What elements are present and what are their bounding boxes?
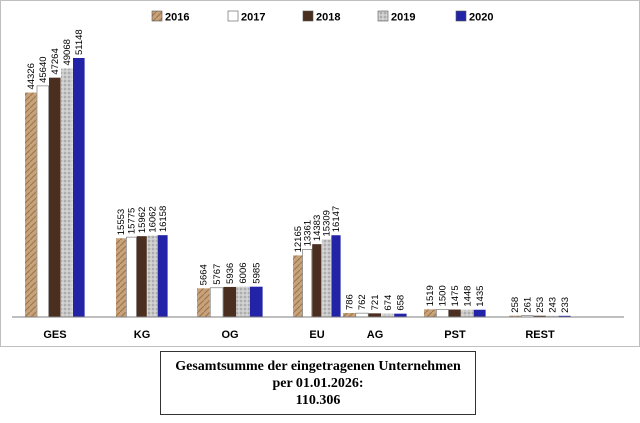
bar-og-2019: [236, 286, 250, 317]
bar-rest-2020: [558, 315, 571, 317]
legend-label-2017: 2017: [241, 12, 265, 24]
legend-swatch-2019: [377, 10, 389, 22]
data-label-pst-2018: 1475: [450, 285, 461, 306]
bar-ag-2019: [381, 313, 394, 317]
bar-ges-2018: [49, 77, 61, 317]
tick-label-ges: GES: [43, 329, 66, 341]
data-label-ges-2018: 47264: [50, 48, 61, 74]
data-label-kg-2017: 15775: [127, 208, 138, 234]
data-label-eu-2020: 16147: [331, 206, 342, 232]
data-label-kg-2020: 16158: [158, 206, 169, 232]
bar-rest-2018: [533, 315, 546, 317]
data-label-eu-2019: 15309: [322, 210, 333, 236]
data-label-rest-2017: 261: [523, 297, 534, 313]
tick-label-og: OG: [221, 329, 238, 341]
data-label-og-2017: 5767: [212, 264, 223, 285]
data-label-rest-2019: 243: [547, 297, 558, 313]
legend-swatch-2018: [302, 10, 314, 22]
bar-og-2016: [197, 288, 210, 317]
bar-kg-2018: [136, 236, 147, 317]
data-label-eu-2016: 12165: [293, 226, 304, 252]
bar-ag-2020: [394, 313, 407, 317]
legend: 2016 2017 2018 2019 2020: [151, 10, 493, 24]
data-label-kg-2016: 15553: [116, 209, 127, 235]
data-label-og-2018: 5936: [225, 263, 236, 284]
data-label-ag-2019: 674: [383, 295, 394, 311]
bar-ag-2018: [368, 313, 381, 317]
legend-swatch-2016: [151, 10, 163, 22]
data-label-pst-2019: 1448: [462, 286, 473, 307]
data-label-rest-2018: 253: [535, 297, 546, 313]
tick-label-kg: KG: [134, 329, 151, 341]
data-label-eu-2017: 13361: [302, 220, 313, 246]
bars: [25, 58, 571, 318]
data-label-pst-2017: 1500: [438, 285, 449, 306]
bar-kg-2017: [126, 236, 137, 318]
bar-pst-2019: [461, 309, 474, 317]
legend-label-2019: 2019: [391, 12, 415, 24]
data-label-ges-2017: 45640: [38, 56, 49, 82]
bar-pst-2018: [448, 309, 461, 317]
bar-eu-2017: [302, 249, 313, 318]
data-label-ges-2016: 44326: [26, 63, 37, 89]
data-label-ges-2020: 51148: [74, 29, 85, 55]
bar-eu-2018: [312, 244, 322, 317]
data-label-ag-2016: 786: [344, 294, 355, 310]
bar-og-2018: [223, 286, 237, 317]
summary-total: 110.306: [295, 393, 341, 408]
bar-ges-2016: [25, 92, 37, 317]
bar-ges-2017: [36, 85, 49, 318]
bar-pst-2017: [436, 309, 449, 318]
bar-pst-2016: [424, 309, 436, 317]
data-label-pst-2016: 1519: [425, 285, 436, 306]
data-label-rest-2020: 233: [560, 297, 571, 313]
summary-box: Gesamtsumme der eingetragenen Unternehme…: [160, 351, 476, 415]
bar-rest-2019: [546, 315, 559, 317]
tick-label-eu: EU: [309, 329, 324, 341]
summary-date: per 01.01.2026:: [272, 376, 364, 391]
bar-ges-2020: [73, 58, 85, 317]
data-label-ag-2017: 762: [357, 294, 368, 310]
data-label-ag-2018: 721: [370, 294, 381, 310]
tick-label-ag: AG: [367, 329, 384, 341]
data-label-kg-2018: 15962: [137, 207, 148, 233]
bar-og-2017: [209, 287, 224, 318]
bar-ges-2019: [61, 68, 73, 317]
tick-label-rest: REST: [525, 329, 555, 341]
data-labels: 44326 45640 47264 49068 51148 15553 15775 15962…: [26, 29, 571, 313]
legend-swatch-2017: [227, 10, 239, 22]
legend-label-2018: 2018: [316, 12, 340, 24]
legend-label-2016: 2016: [165, 12, 189, 24]
bar-eu-2016: [293, 255, 303, 317]
bar-ag-2016: [343, 313, 356, 317]
bar-kg-2020: [157, 235, 168, 317]
data-label-og-2019: 6006: [238, 262, 249, 283]
bar-kg-2019: [147, 235, 158, 317]
data-label-rest-2016: 258: [510, 297, 521, 313]
legend-swatch-2020: [455, 10, 467, 22]
bar-eu-2019: [321, 239, 331, 317]
bar-rest-2016: [509, 315, 521, 317]
data-label-ges-2019: 49068: [62, 39, 73, 65]
tick-label-pst: PST: [444, 329, 466, 341]
bar-eu-2020: [331, 235, 341, 317]
summary-title: Gesamtsumme der eingetragenen Unternehme…: [175, 359, 461, 374]
data-label-kg-2019: 16062: [147, 206, 158, 232]
legend-label-2020: 2020: [469, 12, 493, 24]
bar-ag-2017: [355, 312, 369, 318]
data-label-pst-2020: 1435: [475, 286, 486, 307]
data-label-ag-2020: 658: [396, 295, 407, 311]
bar-kg-2016: [116, 238, 126, 317]
bar-chart: 2016 2017 2018 2019 2020 44326 45640 47264 4906…: [12, 10, 624, 341]
data-label-eu-2018: 14383: [312, 215, 323, 241]
category-tick-labels: GES KG OG EU AG PST REST: [43, 329, 555, 341]
data-label-og-2020: 5985: [251, 263, 262, 284]
data-label-og-2016: 5664: [199, 264, 210, 285]
bar-og-2020: [249, 286, 263, 317]
bar-pst-2020: [473, 309, 486, 317]
